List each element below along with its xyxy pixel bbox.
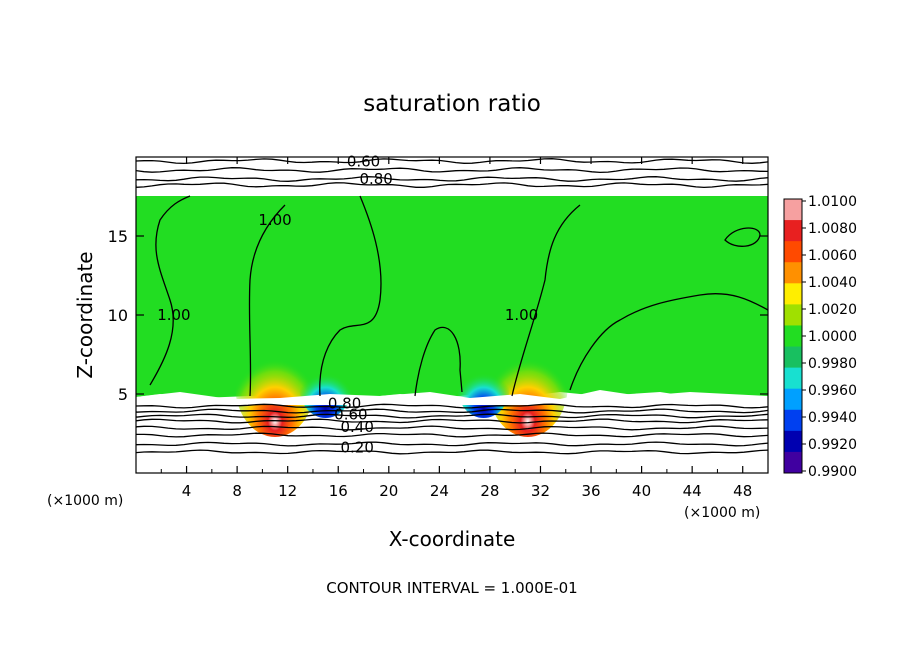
- colorbar-label: 0.9960: [808, 383, 857, 399]
- x-tick-label: 12: [278, 482, 297, 500]
- contour-upper: [136, 167, 768, 174]
- colorbar: 1.0100 1.0080 1.0060 1.0040 1.0020 1.0000 0.99…: [783, 194, 857, 480]
- contour-upper: [136, 158, 768, 165]
- chart-title: saturation ratio: [363, 91, 541, 117]
- contour-saturation: [319, 195, 382, 397]
- contour-lower: [136, 449, 768, 455]
- contour-lower: [136, 408, 768, 414]
- contour-lower: [136, 425, 768, 431]
- x-unit-right: (×1000 m): [684, 505, 760, 521]
- x-tick-label: 4: [182, 482, 192, 500]
- x-tick-label: 24: [430, 482, 449, 500]
- colorbar-swatch: [784, 325, 802, 348]
- colorbar-swatch: [784, 346, 802, 369]
- colorbar-label: 1.0060: [808, 248, 857, 264]
- contour-label: 0.80: [328, 394, 361, 412]
- contour-label: 0.60: [347, 153, 380, 171]
- colorbar-label: 0.9900: [808, 464, 857, 480]
- contour-label: 1.00: [157, 306, 190, 324]
- contour-label: 0.80: [359, 170, 392, 188]
- contour-lower: [136, 403, 768, 409]
- contour-lower: [136, 432, 768, 438]
- x-tick-label: 36: [581, 482, 600, 500]
- colorbar-swatch: [784, 367, 802, 390]
- contour-saturation: [149, 195, 191, 386]
- contour-label: 0.40: [340, 418, 373, 436]
- colorbar-label: 1.0000: [808, 329, 857, 345]
- colorbar-label: 1.0040: [808, 275, 857, 291]
- contour-saturation: [414, 326, 463, 397]
- x-tick-label: 28: [480, 482, 499, 500]
- colorbar-swatch: [784, 409, 802, 432]
- y-tick-label: 15: [108, 227, 128, 246]
- contour-saturation: [569, 293, 768, 391]
- x-tick-label: 40: [632, 482, 651, 500]
- colorbar-label: 0.9920: [808, 437, 857, 453]
- supersaturated-plume: [487, 333, 568, 437]
- colorbar-label: 1.0020: [808, 302, 857, 318]
- contour-saturation: [511, 204, 581, 397]
- colorbar-label: 0.9980: [808, 356, 857, 372]
- colorbar-swatch: [784, 199, 802, 221]
- y-tick-label: 10: [108, 306, 128, 325]
- x-tick-label: 48: [733, 482, 752, 500]
- x-tick-label: 20: [379, 482, 398, 500]
- contour-lower: [136, 413, 768, 419]
- colorbar-swatch: [784, 304, 802, 326]
- saturated-field: [136, 196, 768, 399]
- contour-upper: [136, 176, 768, 182]
- x-unit-left: (×1000 m): [47, 493, 123, 509]
- y-tick-label: 5: [118, 385, 128, 404]
- colorbar-swatch: [784, 283, 802, 305]
- contour-label: 1.00: [505, 306, 538, 324]
- contour-interval-footer: CONTOUR INTERVAL = 1.000E-01: [326, 579, 577, 597]
- colorbar-swatch: [784, 430, 802, 453]
- contour-lower: [136, 441, 768, 447]
- x-tick-label: 32: [531, 482, 550, 500]
- colorbar-label: 1.0100: [808, 194, 857, 210]
- x-tick-label: 8: [232, 482, 242, 500]
- contour-saturation: [724, 227, 761, 247]
- y-axis-label: Z-coordinate: [73, 251, 97, 378]
- colorbar-label: 0.9940: [808, 410, 857, 426]
- contour-label: 0.20: [340, 439, 373, 457]
- contour-lower: [136, 418, 768, 424]
- contour-label: 1.00: [258, 211, 291, 229]
- colorbar-swatch: [784, 451, 802, 474]
- colorbar-label: 1.0080: [808, 221, 857, 237]
- x-tick-label: 44: [683, 482, 702, 500]
- cloud-base-band: [136, 390, 768, 405]
- plot-area: [136, 158, 768, 455]
- colorbar-swatch: [784, 388, 802, 411]
- x-tick-label: 16: [329, 482, 348, 500]
- contour-label: 0.60: [334, 406, 367, 424]
- colorbar-swatch: [784, 220, 802, 242]
- colorbar-swatch: [784, 262, 802, 284]
- contour-saturation: [248, 204, 286, 397]
- colorbar-swatch: [784, 241, 802, 263]
- x-axis-label: X-coordinate: [389, 527, 516, 551]
- contour-upper: [136, 182, 768, 189]
